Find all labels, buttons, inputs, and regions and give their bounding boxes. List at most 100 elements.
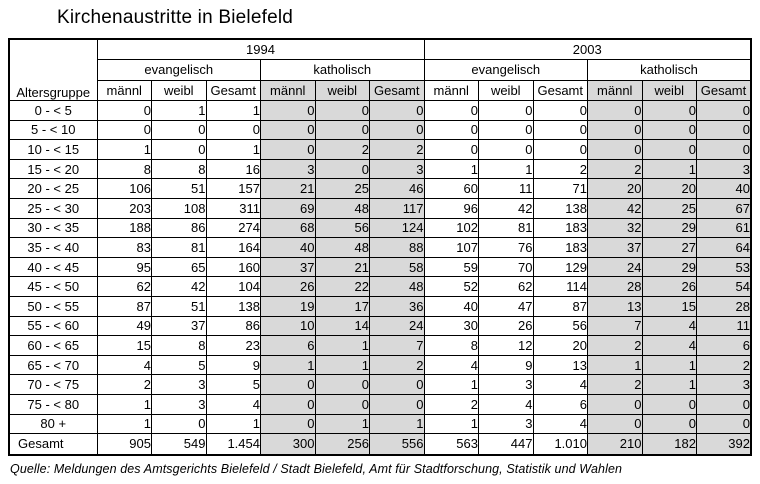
table-cell: 106 (96, 178, 152, 199)
table-cell: 1 (423, 413, 479, 435)
table-cell: 2 (587, 158, 643, 180)
table-cell: 1 (314, 354, 370, 376)
table-cell: 0 (369, 100, 425, 121)
table-cell: 8 (151, 158, 207, 180)
table-cell: 42 (151, 276, 207, 297)
row-label: 30 - < 35 (8, 217, 98, 239)
table-cell: 0 (696, 393, 752, 415)
table-cell: 65 (151, 256, 207, 278)
table-cell: 2 (587, 374, 643, 395)
table-cell: 51 (151, 295, 207, 317)
table-cell: 392 (696, 433, 752, 456)
table-cell: 48 (314, 197, 370, 219)
row-label: 45 - < 50 (8, 276, 98, 297)
table-cell: 12 (478, 335, 534, 356)
table-cell: 0 (260, 374, 316, 395)
row-label: 70 - < 75 (8, 374, 98, 395)
table-cell: 25 (314, 178, 370, 199)
table-cell: 0 (532, 119, 588, 141)
page-title: Kirchenaustritte in Bielefeld (57, 7, 294, 28)
table-cell: 1 (205, 139, 261, 160)
sub-col-header: Gesamt (696, 79, 752, 101)
table-cell: 0 (587, 413, 643, 435)
table-row: 5 - < 10 0 0 0 0 0 0 0 0 0 0 0 0 (8, 119, 752, 141)
table-cell: 3 (478, 374, 534, 395)
table-cell: 20 (532, 335, 588, 356)
table-cell: 124 (369, 217, 425, 239)
sub-col-header: weibl (641, 79, 697, 101)
table-cell: 95 (96, 256, 152, 278)
table-cell: 1 (641, 374, 697, 395)
table-cell: 96 (423, 197, 479, 219)
table-cell: 0 (641, 393, 697, 415)
source-note: Quelle: Meldungen des Amtsgerichts Biele… (10, 461, 623, 476)
table-cell: 56 (314, 217, 370, 239)
table-cell: 2 (423, 393, 479, 415)
table-row: 45 - < 50 62 42 104 26 22 48 52 62 114 28 26 54 (8, 276, 752, 297)
table-cell: 311 (205, 197, 261, 219)
table-cell: 61 (696, 217, 752, 239)
table-cell: 13 (532, 354, 588, 376)
table-cell: 4 (205, 393, 261, 415)
table-cell: 32 (587, 217, 643, 239)
table-cell: 108 (151, 197, 207, 219)
table-cell: 3 (696, 374, 752, 395)
row-label: 35 - < 40 (8, 237, 98, 258)
row-label: 80 + (8, 413, 98, 435)
table-cell: 0 (587, 119, 643, 141)
table-cell: 1 (314, 335, 370, 356)
row-label: 60 - < 65 (8, 335, 98, 356)
table-cell: 5 (205, 374, 261, 395)
table-cell: 0 (314, 393, 370, 415)
table-cell: 76 (478, 237, 534, 258)
table-cell: 4 (641, 315, 697, 337)
table-cell: 102 (423, 217, 479, 239)
table-row: 35 - < 40 83 81 164 40 48 88 107 76 183 37 27 64 (8, 237, 752, 258)
table-cell: 26 (641, 276, 697, 297)
sub-col-header: Gesamt (532, 79, 588, 101)
table-cell: 4 (641, 335, 697, 356)
table-cell: 62 (478, 276, 534, 297)
table-cell: 51 (151, 178, 207, 199)
table-cell: 0 (587, 139, 643, 160)
row-label: 5 - < 10 (8, 119, 98, 141)
confession-header-1994-evangelisch: evangelisch (96, 59, 261, 81)
table-cell: 3 (260, 158, 316, 180)
table-cell: 42 (478, 197, 534, 219)
table-cell: 0 (423, 100, 479, 121)
table-cell: 164 (205, 237, 261, 258)
table-cell: 87 (96, 295, 152, 317)
table-cell: 0 (369, 119, 425, 141)
table-cell: 0 (641, 413, 697, 435)
table-cell: 0 (478, 139, 534, 160)
table-cell: 1 (587, 354, 643, 376)
table-cell: 81 (478, 217, 534, 239)
table-cell: 62 (96, 276, 152, 297)
table-cell: 1.010 (532, 433, 588, 456)
table-cell: 15 (641, 295, 697, 317)
table-row: 10 - < 15 1 0 1 0 2 2 0 0 0 0 0 0 (8, 139, 752, 160)
table-cell: 114 (532, 276, 588, 297)
table-cell: 2 (587, 335, 643, 356)
table-cell: 25 (641, 197, 697, 219)
table-cell: 1 (641, 354, 697, 376)
table-cell: 4 (478, 393, 534, 415)
table-cell: 3 (151, 393, 207, 415)
table-cell: 47 (478, 295, 534, 317)
table-cell: 1 (96, 413, 152, 435)
table-row: 55 - < 60 49 37 86 10 14 24 30 26 56 7 4 11 (8, 315, 752, 337)
table-row: 60 - < 65 15 8 23 6 1 7 8 12 20 2 4 6 (8, 335, 752, 356)
table-cell: 0 (696, 139, 752, 160)
table-cell: 48 (314, 237, 370, 258)
table-header: Altersgruppe 1994 2003 evangelisch katho… (8, 38, 752, 101)
row-label: 10 - < 15 (8, 139, 98, 160)
table-cell: 3 (369, 158, 425, 180)
table-cell: 4 (532, 374, 588, 395)
table-cell: 0 (260, 413, 316, 435)
table-cell: 3 (151, 374, 207, 395)
table-cell: 69 (260, 197, 316, 219)
table-cell: 447 (478, 433, 534, 456)
table-cell: 1 (260, 354, 316, 376)
table-cell: 2 (369, 354, 425, 376)
table-row: 15 - < 20 8 8 16 3 0 3 1 1 2 2 1 3 (8, 158, 752, 180)
